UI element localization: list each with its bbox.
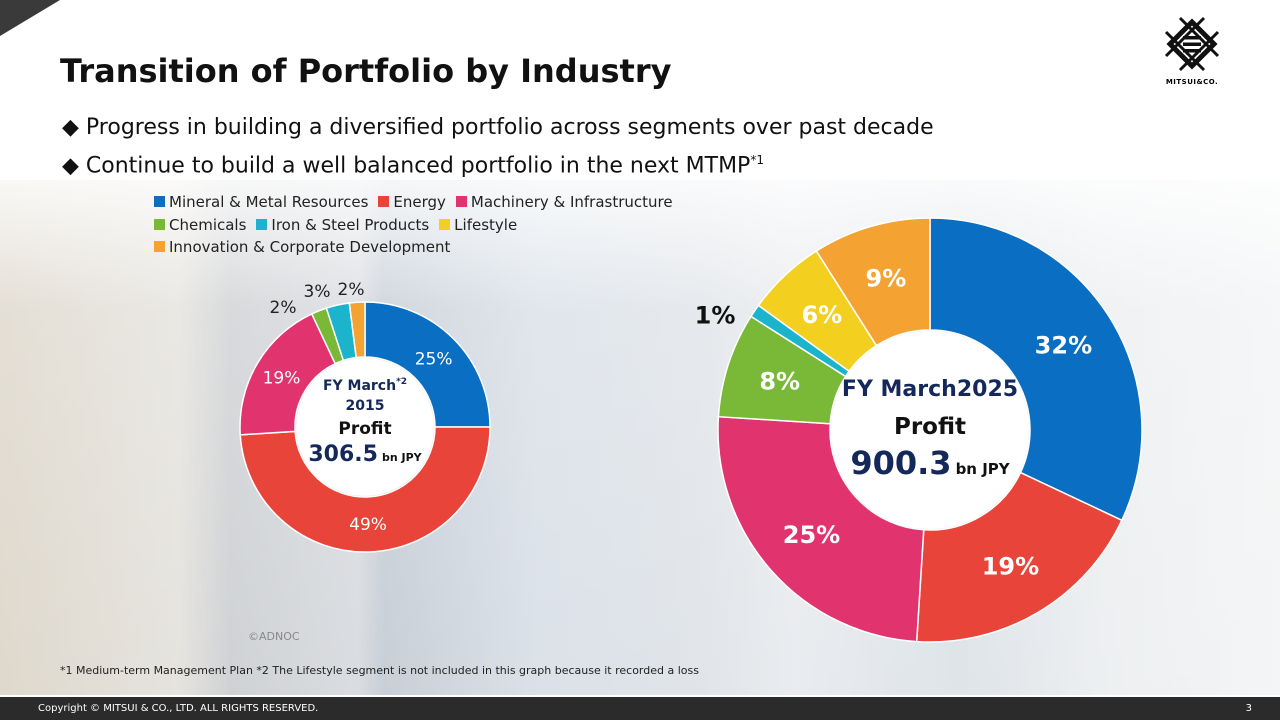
legend-label: Energy bbox=[393, 193, 446, 211]
legend-swatch bbox=[154, 196, 165, 207]
slice-label: 8% bbox=[759, 368, 800, 396]
donut-slice bbox=[915, 471, 1123, 643]
slice-label: 49% bbox=[349, 515, 387, 535]
mitsui-logo-icon bbox=[1164, 16, 1220, 72]
legend-swatch bbox=[154, 241, 165, 252]
copyright: Copyright © MITSUI & CO., LTD. ALL RIGHT… bbox=[38, 703, 319, 714]
bullet-list: ◆ Progress in building a diversified por… bbox=[62, 112, 934, 182]
slice-label: 6% bbox=[801, 301, 842, 329]
donut-slice bbox=[348, 301, 366, 359]
mitsui-logo: MITSUI&CO. bbox=[1160, 14, 1224, 86]
legend-swatch bbox=[455, 196, 467, 207]
slice-label: 2% bbox=[270, 298, 297, 318]
center-period: FY March2025 bbox=[842, 377, 1018, 402]
donut-slice bbox=[815, 217, 931, 347]
footnote: *1 Medium-term Management Plan *2 The Li… bbox=[60, 664, 699, 677]
donut-slice bbox=[717, 415, 925, 643]
legend-swatch bbox=[378, 196, 390, 207]
legend-row: Innovation & Corporate Development bbox=[154, 236, 683, 259]
donut-center bbox=[831, 331, 1029, 529]
slice-label: 25% bbox=[783, 521, 840, 549]
slice-label: 25% bbox=[415, 349, 453, 369]
bullet-item: ◆ Continue to build a well balanced port… bbox=[62, 144, 934, 182]
slice-label: 2% bbox=[338, 280, 365, 300]
donut-slice bbox=[929, 217, 1143, 522]
donut-slice bbox=[364, 301, 491, 428]
bullet-text: ◆ Continue to build a well balanced port… bbox=[62, 153, 751, 179]
photo-credit: ©ADNOC bbox=[248, 630, 300, 643]
legend-label: Machinery & Infrastructure bbox=[470, 193, 673, 211]
donut-slice bbox=[239, 312, 337, 436]
center-profit-label: Profit bbox=[894, 414, 966, 440]
legend-item: Innovation & Corporate Development bbox=[154, 238, 450, 256]
legend-swatch bbox=[154, 218, 165, 230]
chart-legend: Mineral & Metal Resources Energy Machinery… bbox=[154, 191, 683, 259]
center-profit-unit: bn JPY bbox=[956, 460, 1011, 478]
center-profit: 900.3 bn JPY bbox=[850, 444, 1010, 482]
legend-item: Chemicals bbox=[154, 216, 246, 234]
center-period: FY March*2 bbox=[323, 377, 407, 394]
footer-bar: Copyright © MITSUI & CO., LTD. ALL RIGHT… bbox=[0, 697, 1280, 720]
legend-label: Mineral & Metal Resources bbox=[169, 193, 369, 211]
legend-item: Lifestyle bbox=[439, 216, 517, 234]
page-title: Transition of Portfolio by Industry bbox=[60, 52, 672, 90]
donut-slice bbox=[239, 426, 491, 553]
legend-item: Mineral & Metal Resources bbox=[154, 193, 368, 211]
legend-item: Machinery & Infrastructure bbox=[455, 193, 673, 211]
donut-center bbox=[296, 358, 434, 496]
legend-label: Lifestyle bbox=[454, 215, 518, 234]
slice-label: 19% bbox=[982, 552, 1039, 580]
bullet-item: ◆ Progress in building a diversified por… bbox=[62, 112, 934, 144]
legend-item: Energy bbox=[378, 193, 446, 211]
legend-label: Innovation & Corporate Development bbox=[169, 238, 451, 256]
legend-swatch bbox=[256, 218, 268, 230]
legend-item: Iron & Steel Products bbox=[256, 216, 429, 234]
legend-row: Chemicals Iron & Steel Products Lifestyle bbox=[154, 214, 683, 237]
slice-label: 19% bbox=[263, 369, 301, 389]
slice-label: 9% bbox=[866, 265, 907, 293]
footnote-ref: *2 bbox=[396, 377, 407, 387]
slice-label: 1% bbox=[695, 301, 736, 329]
center-profit-unit: bn JPY bbox=[382, 451, 423, 464]
bullet-text: ◆ Progress in building a diversified por… bbox=[62, 115, 934, 140]
center-year: 2015 bbox=[346, 398, 385, 414]
legend-label: Iron & Steel Products bbox=[271, 215, 430, 234]
center-profit-value: 306.5 bbox=[308, 442, 378, 467]
center-profit-label: Profit bbox=[338, 419, 391, 439]
corner-decoration bbox=[0, 0, 60, 36]
legend-row: Mineral & Metal Resources Energy Machinery… bbox=[154, 191, 683, 214]
footnote-ref: *1 bbox=[750, 153, 764, 167]
page-number: 3 bbox=[1245, 703, 1252, 714]
center-profit: 306.5 bn JPY bbox=[308, 442, 422, 467]
slice-label: 32% bbox=[1035, 332, 1092, 360]
legend-swatch bbox=[439, 218, 451, 230]
center-profit-value: 900.3 bbox=[850, 444, 951, 482]
legend-label: Chemicals bbox=[169, 215, 247, 234]
slice-label: 3% bbox=[304, 282, 331, 302]
logo-text: MITSUI&CO. bbox=[1165, 78, 1219, 86]
center-period-text: FY March bbox=[323, 378, 396, 394]
